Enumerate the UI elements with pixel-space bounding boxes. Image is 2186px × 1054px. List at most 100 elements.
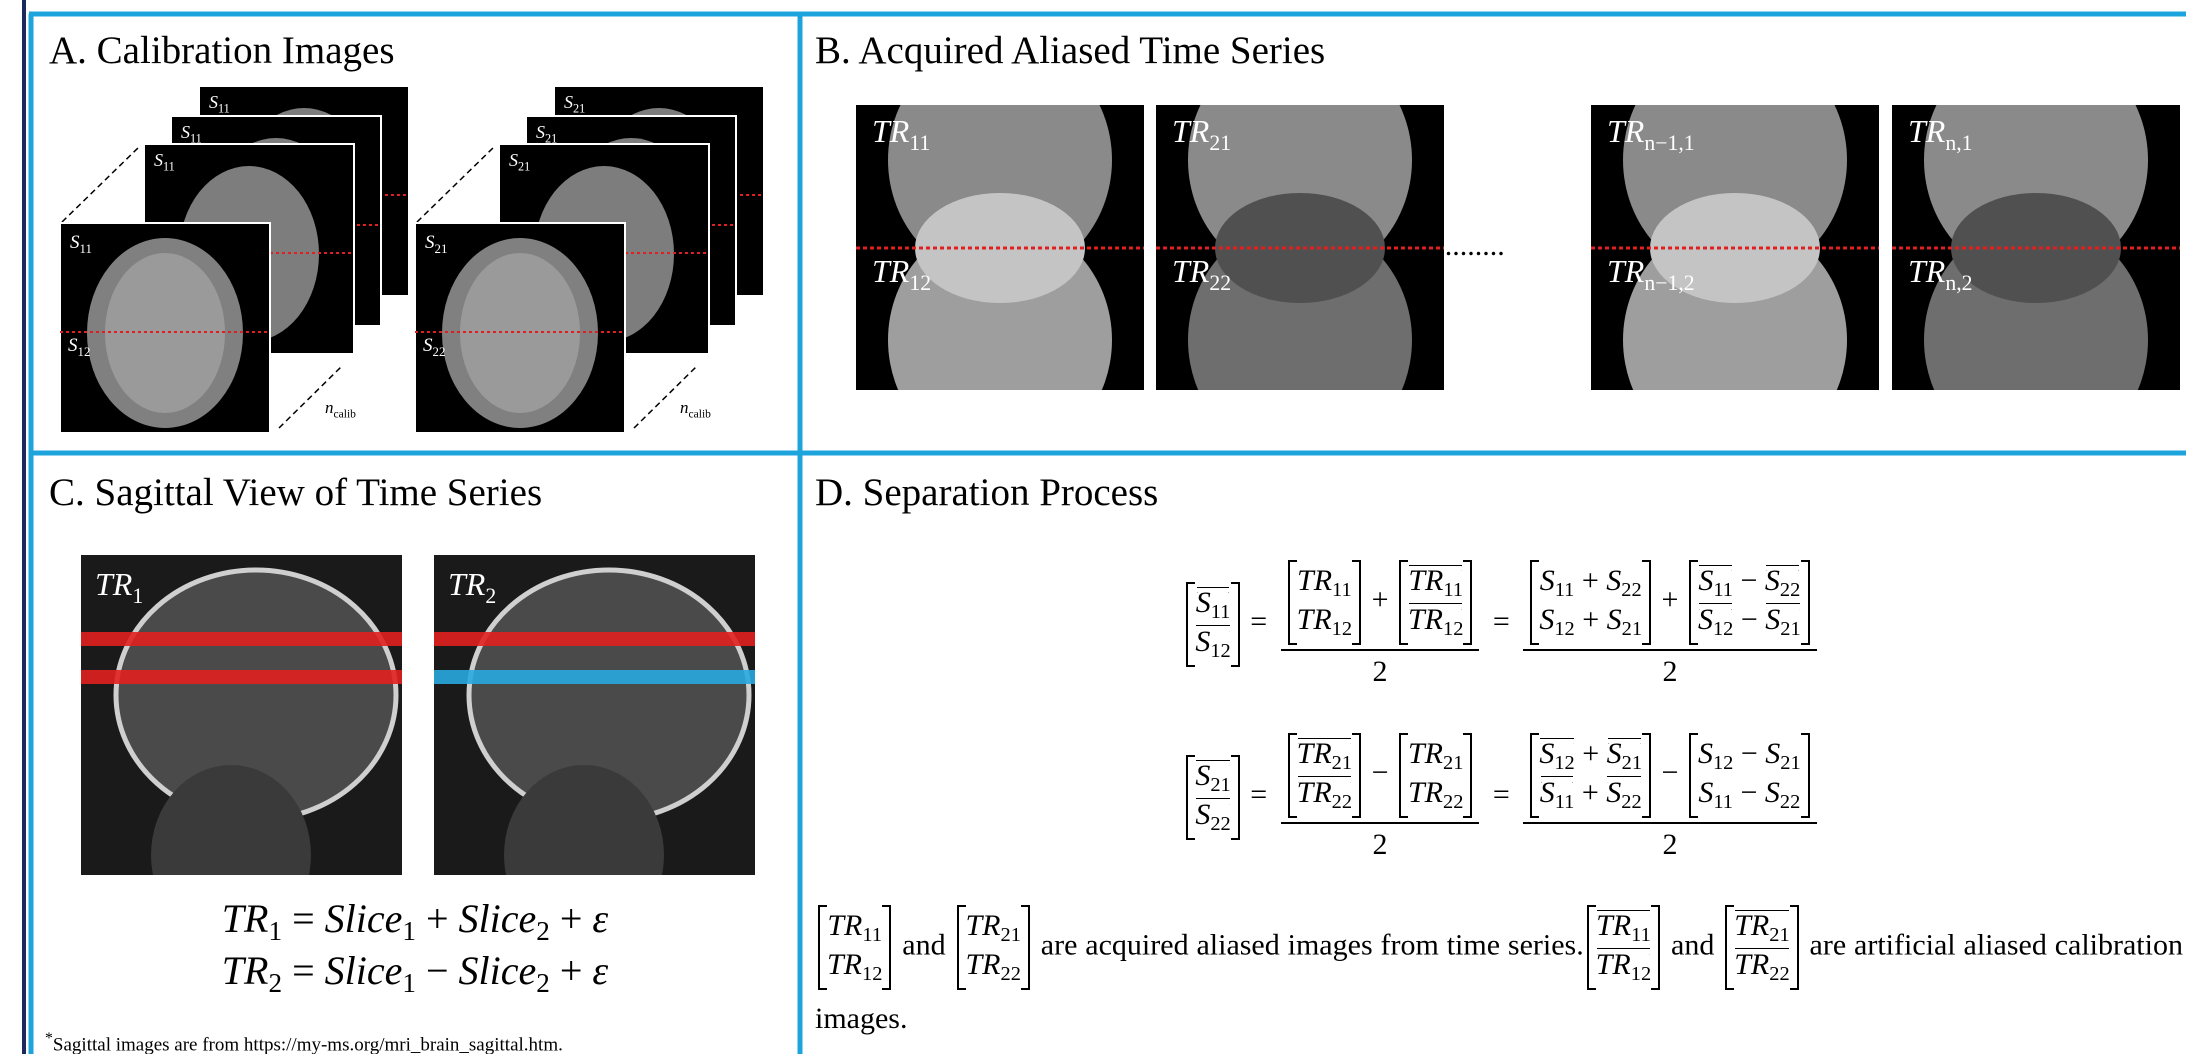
variable: S12 bbox=[1539, 603, 1574, 636]
variable: S21 bbox=[1195, 759, 1230, 798]
variable-base: S bbox=[1698, 776, 1713, 809]
label-subscript: 11 bbox=[163, 160, 175, 174]
denominator: 2 bbox=[1365, 824, 1395, 862]
label-subscript: 11 bbox=[909, 131, 930, 155]
variable-subscript: 22 bbox=[1001, 963, 1021, 985]
label-base: S bbox=[70, 232, 80, 253]
matrix-row: TR11 bbox=[1596, 909, 1651, 948]
math-text: + bbox=[560, 948, 583, 993]
label-base: S bbox=[423, 335, 433, 356]
image-label: ncalib bbox=[325, 398, 356, 420]
variable-base: TR bbox=[222, 948, 269, 993]
variable-base: Slice bbox=[325, 948, 403, 993]
variable-subscript: 22 bbox=[1332, 791, 1352, 813]
variable-base: TR bbox=[1596, 909, 1631, 942]
variable: S22 bbox=[1606, 776, 1641, 815]
variable: TR12 bbox=[1596, 948, 1651, 987]
matrix-row: S11+S22 bbox=[1539, 564, 1642, 603]
variable-base: S bbox=[1196, 586, 1211, 619]
matrix-row: TR21 bbox=[966, 909, 1021, 948]
matrix-row: S11−S22 bbox=[1698, 776, 1801, 815]
variable-base: TR bbox=[1297, 603, 1332, 636]
matrix: S12−S21S11−S22 bbox=[1689, 733, 1810, 818]
label-subscript: 11 bbox=[218, 102, 230, 116]
variable: TR21 bbox=[966, 909, 1021, 942]
label-subscript: 1 bbox=[132, 584, 143, 608]
variable: TR2 bbox=[222, 948, 282, 993]
math-text: + bbox=[1662, 583, 1679, 616]
variable-subscript: 21 bbox=[1332, 752, 1352, 774]
label-base: S bbox=[68, 335, 78, 356]
label-base: TR bbox=[872, 113, 910, 149]
variable-base: S bbox=[1540, 564, 1555, 597]
variable-subscript: 12 bbox=[1631, 963, 1651, 985]
variable-subscript: 21 bbox=[1780, 752, 1800, 774]
matrix-row: TR11 bbox=[827, 909, 882, 948]
variable-base: ε bbox=[592, 948, 608, 993]
variable: S22 bbox=[1765, 776, 1800, 809]
variable-subscript: 11 bbox=[1555, 791, 1575, 813]
variable: S11 bbox=[1540, 776, 1575, 815]
label-base: TR bbox=[1607, 253, 1645, 289]
matrix-row: S12 bbox=[1195, 625, 1230, 664]
variable: S12 bbox=[1195, 625, 1230, 664]
label-subscript: n−1,2 bbox=[1644, 271, 1694, 295]
math-text: and bbox=[1663, 928, 1722, 961]
variable-subscript: 2 bbox=[536, 916, 550, 946]
variable-base: S bbox=[1539, 737, 1554, 770]
math-text: + bbox=[426, 896, 449, 941]
variable-subscript: 11 bbox=[1211, 601, 1231, 623]
denominator: 2 bbox=[1365, 651, 1395, 689]
label-subscript: 2 bbox=[485, 584, 496, 608]
label-subscript: 21 bbox=[1209, 131, 1231, 155]
math-text: − bbox=[1740, 564, 1757, 597]
variable-base: S bbox=[1698, 564, 1713, 597]
matrix: TR21TR22 bbox=[957, 905, 1030, 990]
variable-subscript: 22 bbox=[1443, 791, 1463, 813]
label-base: n bbox=[680, 398, 689, 417]
matrix-row: TR11 bbox=[1297, 564, 1352, 603]
matrix-row: S11 bbox=[1195, 586, 1230, 625]
label-subscript: n−1,1 bbox=[1644, 131, 1694, 155]
matrix-row: TR11 bbox=[1408, 564, 1463, 603]
label-base: S bbox=[509, 150, 518, 170]
variable: S11 bbox=[1196, 586, 1231, 625]
variable-subscript: 2 bbox=[268, 968, 282, 998]
math-text: + bbox=[1582, 603, 1599, 636]
variable-subscript: 12 bbox=[1713, 618, 1733, 640]
label-subscript: 22 bbox=[1209, 271, 1231, 295]
math-text: = bbox=[1250, 605, 1267, 638]
label-subscript: 12 bbox=[909, 271, 931, 295]
variable-subscript: 21 bbox=[1443, 752, 1463, 774]
math-text: − bbox=[1372, 756, 1389, 789]
matrix-row: TR12 bbox=[1596, 948, 1651, 987]
variable-base: TR bbox=[1297, 737, 1332, 770]
variable-subscript: 11 bbox=[1443, 579, 1463, 601]
matrix-row: S12−S21 bbox=[1698, 737, 1801, 776]
math-text: + bbox=[1582, 776, 1599, 809]
label-base: S bbox=[564, 92, 573, 112]
math-text: + bbox=[1372, 583, 1389, 616]
variable-subscript: 21 bbox=[1622, 618, 1642, 640]
math-text: + bbox=[560, 896, 583, 941]
variable-subscript: 1 bbox=[268, 916, 282, 946]
label-base: TR bbox=[448, 566, 486, 602]
variable-base: TR bbox=[1297, 776, 1332, 809]
ellipsis: ......... bbox=[1437, 229, 1505, 262]
variable-subscript: 11 bbox=[1713, 579, 1733, 601]
math-text: − bbox=[426, 948, 449, 993]
label-base: S bbox=[209, 92, 218, 112]
label-base: TR bbox=[1172, 253, 1210, 289]
label-subscript: calib bbox=[334, 407, 357, 420]
footnote-mark: * bbox=[45, 1030, 53, 1047]
variable: ε bbox=[592, 948, 608, 993]
math-text: = bbox=[1250, 778, 1267, 811]
variable-base: S bbox=[1765, 776, 1780, 809]
variable-base: TR bbox=[1297, 564, 1332, 597]
fraction: S11+S22S12+S21+S11−S22S12−S212 bbox=[1523, 560, 1816, 689]
variable-base: ε bbox=[592, 896, 608, 941]
matrix: TR21TR22 bbox=[1288, 733, 1361, 818]
variable-subscript: 22 bbox=[1621, 791, 1641, 813]
